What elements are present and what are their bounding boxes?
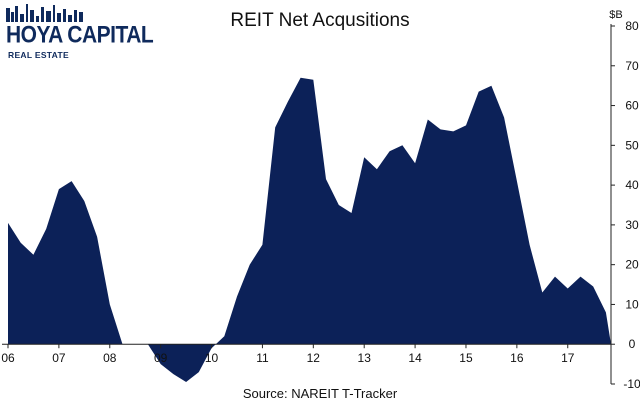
skyline-building: [15, 6, 18, 22]
source-note: Source: NAREIT T-Tracker: [242, 386, 398, 401]
x-tick-label: 06: [1, 351, 15, 365]
x-tick-label: 16: [510, 351, 524, 365]
x-tick-label: 09: [154, 351, 168, 365]
skyline-building: [20, 14, 24, 22]
x-tick-label: 14: [408, 351, 422, 365]
skyline-building: [57, 13, 61, 22]
brand-logo-subtitle: REAL ESTATE: [8, 50, 69, 60]
net-acquisitions-area: [8, 77, 611, 382]
skyline-building: [53, 5, 55, 22]
skyline-building: [11, 12, 14, 22]
x-tick-label: 07: [52, 351, 66, 365]
skyline-building: [26, 4, 28, 22]
y-tick-label: 30: [625, 218, 639, 232]
city-skyline-logo-graphic: [6, 4, 83, 22]
y-axis-unit-label: $B: [609, 9, 622, 21]
y-tick-label: -10: [623, 377, 640, 391]
x-tick-label: 08: [103, 351, 117, 365]
x-tick-label: 10: [205, 351, 219, 365]
y-tick-label: 60: [625, 99, 639, 113]
y-tick-label: 50: [625, 138, 639, 152]
x-tick-label: 13: [358, 351, 372, 365]
chart-title: REIT Net Acqusitions: [230, 10, 410, 31]
skyline-building: [36, 16, 39, 22]
brand-logo-name: HOYA CAPITAL: [6, 22, 154, 49]
y-tick-label: 80: [625, 19, 639, 33]
x-tick-label: 12: [307, 351, 321, 365]
skyline-building: [46, 11, 51, 22]
y-tick-label: 0: [629, 337, 636, 351]
skyline-building: [74, 10, 77, 22]
x-tick-label: 11: [256, 351, 269, 365]
skyline-building: [6, 8, 10, 22]
skyline-building: [63, 9, 66, 22]
skyline-building: [68, 15, 72, 22]
x-tick-label: 15: [459, 351, 473, 365]
y-axis-ticks: -10 0 10 20 30 40 50 60 70 80: [611, 19, 640, 391]
y-tick-label: 70: [625, 59, 639, 73]
y-tick-label: 20: [625, 258, 639, 272]
skyline-building: [30, 10, 34, 22]
skyline-building: [79, 12, 83, 22]
y-tick-label: 10: [625, 297, 639, 311]
x-tick-label: 17: [561, 351, 575, 365]
y-tick-label: 40: [625, 178, 639, 192]
x-axis-ticks: 06 07 08 09 10 11 12 13 14 15 16 17: [1, 344, 575, 365]
skyline-building: [41, 7, 44, 22]
